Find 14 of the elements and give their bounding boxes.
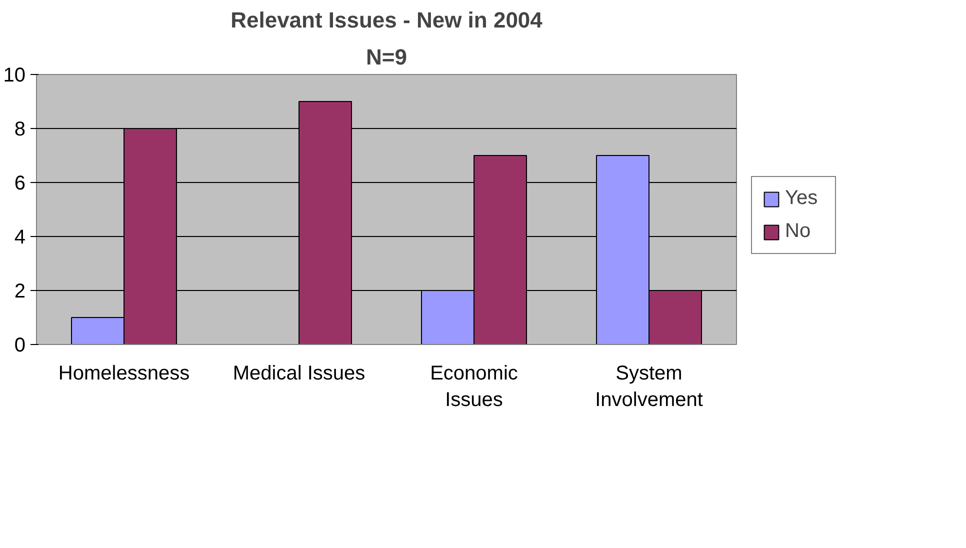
x-tick-label: Economic Issues bbox=[430, 362, 518, 411]
chart-title: Relevant Issues - New in 2004 bbox=[230, 8, 544, 32]
y-tick-label: 10 bbox=[3, 64, 26, 86]
y-tick-label: 6 bbox=[14, 172, 26, 194]
y-tick-label: 4 bbox=[14, 226, 26, 248]
y-tick-label: 2 bbox=[14, 280, 26, 302]
x-tick-label: Medical Issues bbox=[232, 362, 366, 384]
legend-label: Yes bbox=[785, 187, 819, 210]
x-tick-label: System Involvement bbox=[595, 362, 704, 411]
y-tick-label: 0 bbox=[14, 334, 26, 356]
x-tick-label: Homelessness bbox=[58, 362, 190, 384]
chart-subtitle: N=9 bbox=[366, 44, 407, 70]
legend-label: No bbox=[785, 220, 812, 243]
y-tick-label: 8 bbox=[14, 118, 26, 140]
